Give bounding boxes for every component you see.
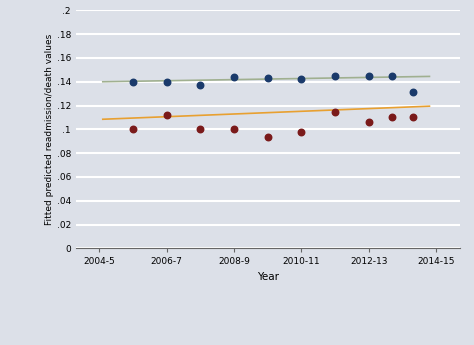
Point <box>409 115 417 120</box>
Point <box>264 76 272 81</box>
Point <box>230 74 238 80</box>
Point <box>331 109 339 114</box>
Point <box>365 119 373 125</box>
Point <box>264 134 272 139</box>
Point <box>129 79 137 85</box>
Point <box>389 73 396 79</box>
Point <box>163 112 171 118</box>
Point <box>365 73 373 79</box>
Point <box>409 90 417 95</box>
Point <box>331 73 339 79</box>
Point <box>298 77 305 82</box>
Point <box>197 127 204 132</box>
Point <box>389 115 396 120</box>
X-axis label: Year: Year <box>257 272 279 282</box>
Y-axis label: Fitted predicted readmission/death values: Fitted predicted readmission/death value… <box>45 34 54 225</box>
Point <box>163 79 171 85</box>
Point <box>197 82 204 88</box>
Point <box>298 129 305 135</box>
Point <box>129 127 137 132</box>
Point <box>230 127 238 132</box>
